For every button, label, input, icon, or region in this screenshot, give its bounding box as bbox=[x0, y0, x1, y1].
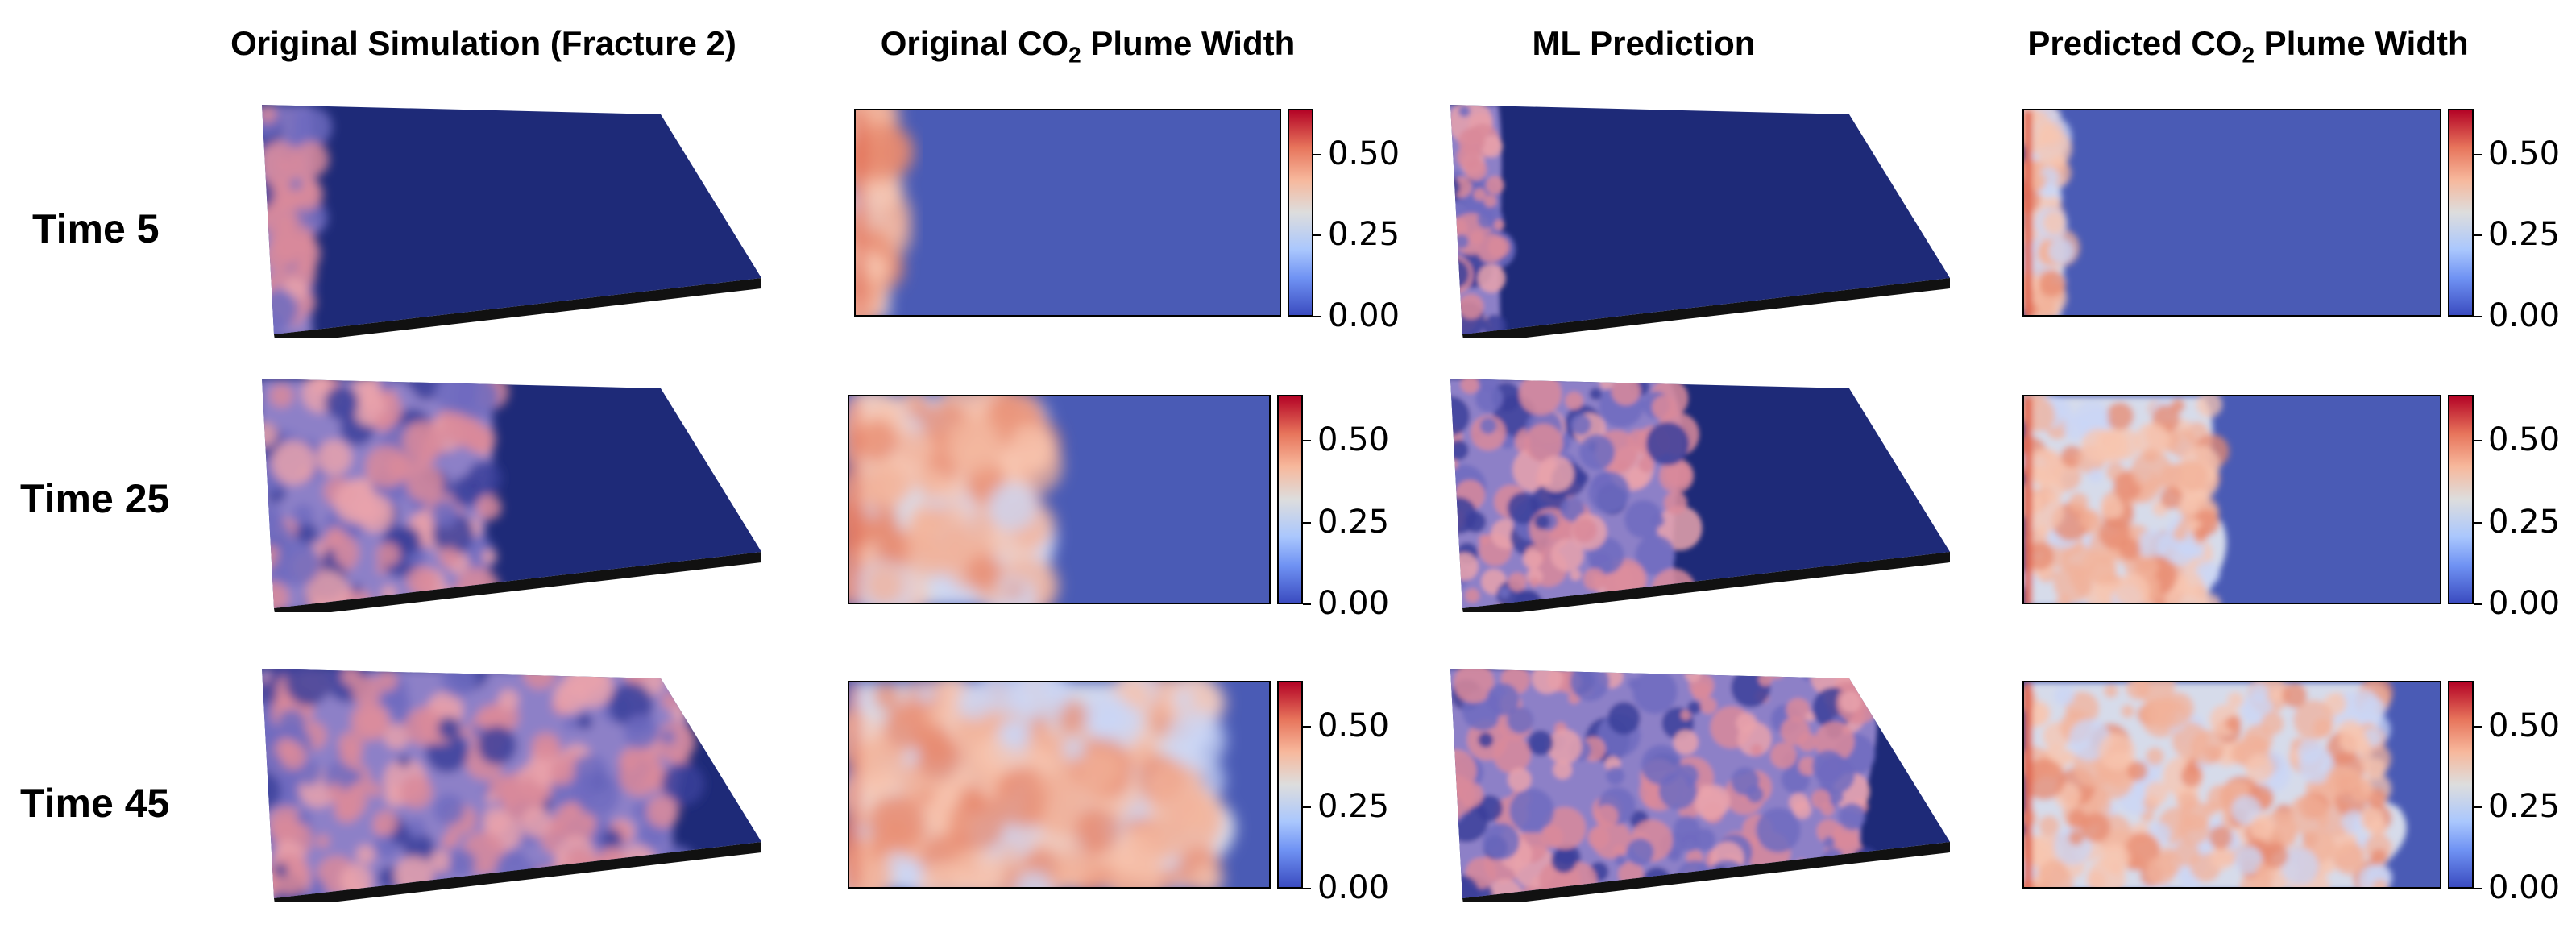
colorbar-tick-mark bbox=[1303, 521, 1311, 524]
column-title-original-simulation: Original Simulation (Fracture 2) bbox=[230, 24, 736, 62]
colorbar-tick-label: 0.50 bbox=[2488, 421, 2561, 459]
colorbar-tick-mark bbox=[1313, 316, 1321, 317]
colorbar-tick-mark bbox=[2474, 234, 2482, 237]
original-plume-width-map-2 bbox=[848, 681, 1271, 889]
colorbar-tick-label: 0.25 bbox=[2488, 503, 2561, 541]
original-plume-width-map-0 bbox=[854, 109, 1281, 317]
colorbar-tick-mark bbox=[1303, 888, 1311, 889]
original-simulation-surface-1 bbox=[258, 379, 774, 612]
colorbar-predicted-1 bbox=[2448, 395, 2474, 604]
colorbar-tick-mark bbox=[2474, 725, 2482, 728]
colorbar-tick-mark bbox=[2474, 153, 2482, 155]
original-simulation-surface-2 bbox=[258, 669, 774, 902]
predicted-plume-width-map-2 bbox=[2022, 681, 2441, 889]
colorbar-tick-mark bbox=[1303, 603, 1311, 605]
column-title-predicted-plume-width: Predicted CO2 Plume Width bbox=[1990, 24, 2506, 68]
ml-prediction-surface-0 bbox=[1446, 105, 1962, 338]
colorbar-tick-mark bbox=[2474, 888, 2482, 889]
colorbar-tick-mark bbox=[2474, 316, 2482, 317]
colorbar-tick-mark bbox=[2474, 521, 2482, 524]
colorbar-tick-label: 0.25 bbox=[1317, 788, 1390, 826]
colorbar-original-1 bbox=[1277, 395, 1303, 604]
colorbar-tick-label: 0.25 bbox=[2488, 788, 2561, 826]
colorbar-predicted-0 bbox=[2448, 109, 2474, 317]
colorbar-tick-mark bbox=[2474, 603, 2482, 605]
colorbar-tick-mark bbox=[1303, 725, 1311, 728]
predicted-plume-width-map-1 bbox=[2022, 395, 2441, 604]
column-title-ml-prediction: ML Prediction bbox=[1532, 24, 1756, 62]
colorbar-tick-label: 0.00 bbox=[1317, 585, 1390, 622]
colorbar-tick-label: 0.50 bbox=[2488, 707, 2561, 744]
title-subscript: 2 bbox=[2242, 42, 2255, 68]
colorbar-original-2 bbox=[1277, 681, 1303, 889]
colorbar-tick-label: 0.50 bbox=[1328, 135, 1400, 172]
colorbar-tick-mark bbox=[1313, 234, 1321, 237]
ml-prediction-surface-1 bbox=[1446, 379, 1962, 612]
colorbar-predicted-2 bbox=[2448, 681, 2474, 889]
colorbar-tick-label: 0.00 bbox=[2488, 297, 2561, 334]
row-label-time-25: Time 25 bbox=[20, 476, 170, 521]
ml-prediction-surface-2 bbox=[1446, 669, 1962, 902]
colorbar-tick-mark bbox=[2474, 440, 2482, 442]
original-simulation-surface-0 bbox=[258, 105, 774, 338]
title-suffix: Plume Width bbox=[2255, 24, 2469, 62]
colorbar-tick-label: 0.25 bbox=[1317, 503, 1390, 541]
title-prefix: Original CO bbox=[880, 24, 1069, 62]
colorbar-tick-mark bbox=[1313, 153, 1321, 155]
title-subscript: 2 bbox=[1068, 42, 1081, 68]
predicted-plume-width-map-0 bbox=[2022, 109, 2441, 317]
title-prefix: Predicted CO bbox=[2027, 24, 2242, 62]
colorbar-tick-label: 0.25 bbox=[1328, 216, 1400, 254]
colorbar-tick-mark bbox=[2474, 806, 2482, 809]
colorbar-tick-label: 0.50 bbox=[1317, 707, 1390, 744]
colorbar-tick-label: 0.00 bbox=[1328, 297, 1400, 334]
colorbar-tick-label: 0.00 bbox=[2488, 585, 2561, 622]
title-suffix: Plume Width bbox=[1081, 24, 1296, 62]
colorbar-original-0 bbox=[1288, 109, 1313, 317]
colorbar-tick-label: 0.00 bbox=[1317, 869, 1390, 906]
colorbar-tick-mark bbox=[1303, 806, 1311, 809]
colorbar-tick-label: 0.50 bbox=[2488, 135, 2561, 172]
original-plume-width-map-1 bbox=[848, 395, 1271, 604]
colorbar-tick-label: 0.00 bbox=[2488, 869, 2561, 906]
column-title-original-plume-width: Original CO2 Plume Width bbox=[838, 24, 1338, 68]
row-label-time-5: Time 5 bbox=[32, 206, 160, 251]
colorbar-tick-label: 0.50 bbox=[1317, 421, 1390, 459]
colorbar-tick-mark bbox=[1303, 440, 1311, 442]
row-label-time-45: Time 45 bbox=[20, 781, 170, 826]
colorbar-tick-label: 0.25 bbox=[2488, 216, 2561, 254]
